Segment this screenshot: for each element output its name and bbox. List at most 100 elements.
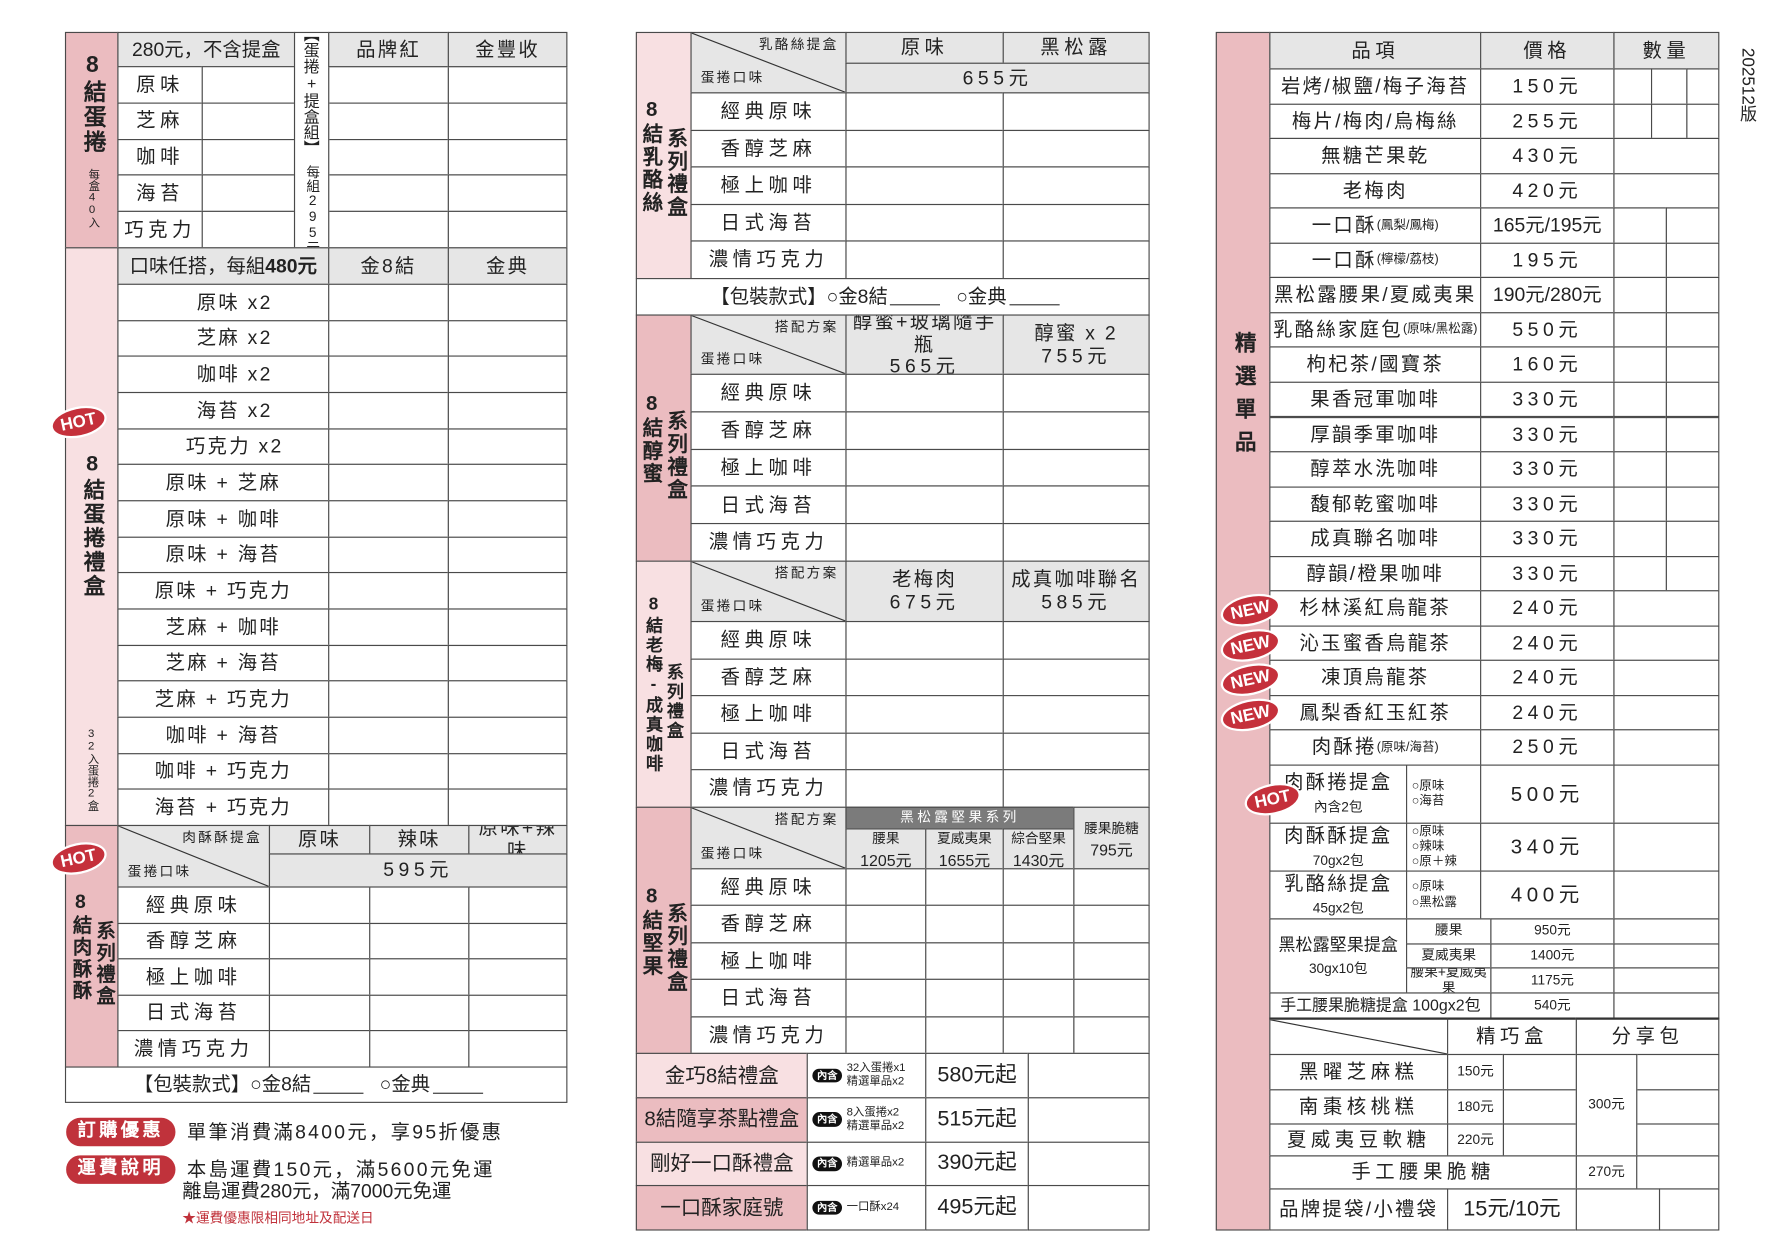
quantity-cell[interactable] <box>1613 520 1667 557</box>
quantity-cell[interactable] <box>1002 658 1150 697</box>
quantity-cell[interactable] <box>925 1015 1004 1054</box>
quantity-cell[interactable] <box>1002 166 1150 205</box>
quantity-cell[interactable] <box>1027 1141 1150 1187</box>
quantity-cell[interactable] <box>447 536 568 574</box>
quantity-cell[interactable] <box>1613 242 1667 279</box>
quantity-cell[interactable] <box>845 523 1004 562</box>
quantity-cell[interactable] <box>1613 68 1653 105</box>
quantity-cell[interactable] <box>328 102 449 140</box>
quantity-cell[interactable] <box>1027 1185 1150 1231</box>
quantity-cell[interactable] <box>447 211 568 249</box>
quantity-cell[interactable] <box>1636 1089 1720 1125</box>
quantity-cell[interactable] <box>1665 207 1720 244</box>
quantity-cell[interactable] <box>1665 486 1720 523</box>
quantity-cell[interactable] <box>925 868 1004 907</box>
quantity-cell[interactable] <box>1002 942 1075 981</box>
pack-qty-blank[interactable] <box>890 288 941 306</box>
quantity-cell[interactable] <box>845 92 1004 131</box>
quantity-cell[interactable] <box>845 129 1004 168</box>
quantity-cell[interactable] <box>1002 203 1150 242</box>
quantity-cell[interactable] <box>925 942 1004 981</box>
quantity-cell[interactable] <box>845 448 1004 487</box>
quantity-cell[interactable] <box>447 102 568 140</box>
quantity-cell[interactable] <box>1073 1015 1150 1054</box>
quantity-cell[interactable] <box>328 355 449 394</box>
quantity-cell[interactable] <box>447 464 568 502</box>
quantity-cell[interactable] <box>1650 68 1688 105</box>
quantity-cell[interactable] <box>845 732 1004 771</box>
quantity-cell[interactable] <box>1613 943 1720 969</box>
quantity-cell[interactable] <box>328 464 449 502</box>
quantity-cell[interactable] <box>447 391 568 430</box>
quantity-cell[interactable] <box>1073 942 1150 981</box>
quantity-cell[interactable] <box>845 620 1004 660</box>
quantity-cell[interactable] <box>845 203 1004 242</box>
quantity-cell[interactable] <box>1636 1155 1720 1190</box>
quantity-cell[interactable] <box>845 905 927 944</box>
quantity-cell[interactable] <box>1636 1123 1720 1157</box>
quantity-cell[interactable] <box>1613 625 1720 662</box>
quantity-cell[interactable] <box>328 716 449 754</box>
pack-qty-blank[interactable] <box>432 1076 483 1094</box>
quantity-cell[interactable] <box>925 978 1004 1018</box>
quantity-cell[interactable] <box>1665 242 1720 279</box>
quantity-cell[interactable] <box>468 958 568 996</box>
quantity-cell[interactable] <box>1613 172 1720 209</box>
quantity-cell[interactable] <box>1613 660 1720 697</box>
quantity-cell[interactable] <box>1002 1015 1075 1054</box>
quantity-cell[interactable] <box>1002 411 1150 450</box>
quantity-cell[interactable] <box>845 978 927 1018</box>
quantity-cell[interactable] <box>1665 451 1720 488</box>
quantity-cell[interactable] <box>369 922 470 960</box>
quantity-cell[interactable] <box>1613 822 1720 872</box>
quantity-cell[interactable] <box>1613 918 1720 945</box>
quantity-cell[interactable] <box>1665 277 1720 314</box>
quantity-cell[interactable] <box>1613 694 1720 731</box>
quantity-cell[interactable] <box>328 536 449 574</box>
pack-qty-blank[interactable] <box>313 1076 364 1094</box>
quantity-cell[interactable] <box>468 886 568 924</box>
quantity-cell[interactable] <box>268 1030 371 1068</box>
quantity-cell[interactable] <box>328 788 449 827</box>
quantity-cell[interactable] <box>447 428 568 466</box>
quantity-cell[interactable] <box>1613 870 1720 920</box>
quantity-cell[interactable] <box>1665 555 1720 592</box>
quantity-cell[interactable] <box>201 102 296 140</box>
quantity-cell[interactable] <box>845 373 1004 413</box>
quantity-cell[interactable] <box>1575 1188 1661 1231</box>
quantity-cell[interactable] <box>1027 1052 1150 1099</box>
quantity-cell[interactable] <box>1613 486 1667 523</box>
pack-qty-blank[interactable] <box>1008 288 1060 306</box>
quantity-cell[interactable] <box>1613 764 1720 824</box>
quantity-cell[interactable] <box>1027 1096 1150 1143</box>
quantity-cell[interactable] <box>1658 1188 1720 1231</box>
quantity-cell[interactable] <box>845 658 1004 697</box>
quantity-cell[interactable] <box>1665 346 1720 383</box>
quantity-cell[interactable] <box>447 716 568 754</box>
quantity-cell[interactable] <box>1002 695 1150 734</box>
quantity-cell[interactable] <box>447 788 568 827</box>
quantity-cell[interactable] <box>1650 103 1688 140</box>
quantity-cell[interactable] <box>1002 620 1150 660</box>
quantity-cell[interactable] <box>1502 1123 1577 1157</box>
quantity-cell[interactable] <box>328 644 449 682</box>
quantity-cell[interactable] <box>369 886 470 924</box>
quantity-cell[interactable] <box>328 752 449 790</box>
quantity-cell[interactable] <box>845 942 927 981</box>
quantity-cell[interactable] <box>1613 137 1720 174</box>
quantity-cell[interactable] <box>1002 978 1075 1018</box>
quantity-cell[interactable] <box>328 138 449 176</box>
quantity-cell[interactable] <box>1686 68 1720 105</box>
quantity-cell[interactable] <box>447 283 568 321</box>
quantity-cell[interactable] <box>328 283 449 321</box>
quantity-cell[interactable] <box>447 644 568 682</box>
quantity-cell[interactable] <box>201 211 296 249</box>
quantity-cell[interactable] <box>447 500 568 538</box>
quantity-cell[interactable] <box>328 500 449 538</box>
quantity-cell[interactable] <box>468 922 568 960</box>
quantity-cell[interactable] <box>328 680 449 718</box>
quantity-cell[interactable] <box>328 174 449 213</box>
quantity-cell[interactable] <box>201 174 296 213</box>
quantity-cell[interactable] <box>1665 520 1720 557</box>
quantity-cell[interactable] <box>1686 103 1720 140</box>
